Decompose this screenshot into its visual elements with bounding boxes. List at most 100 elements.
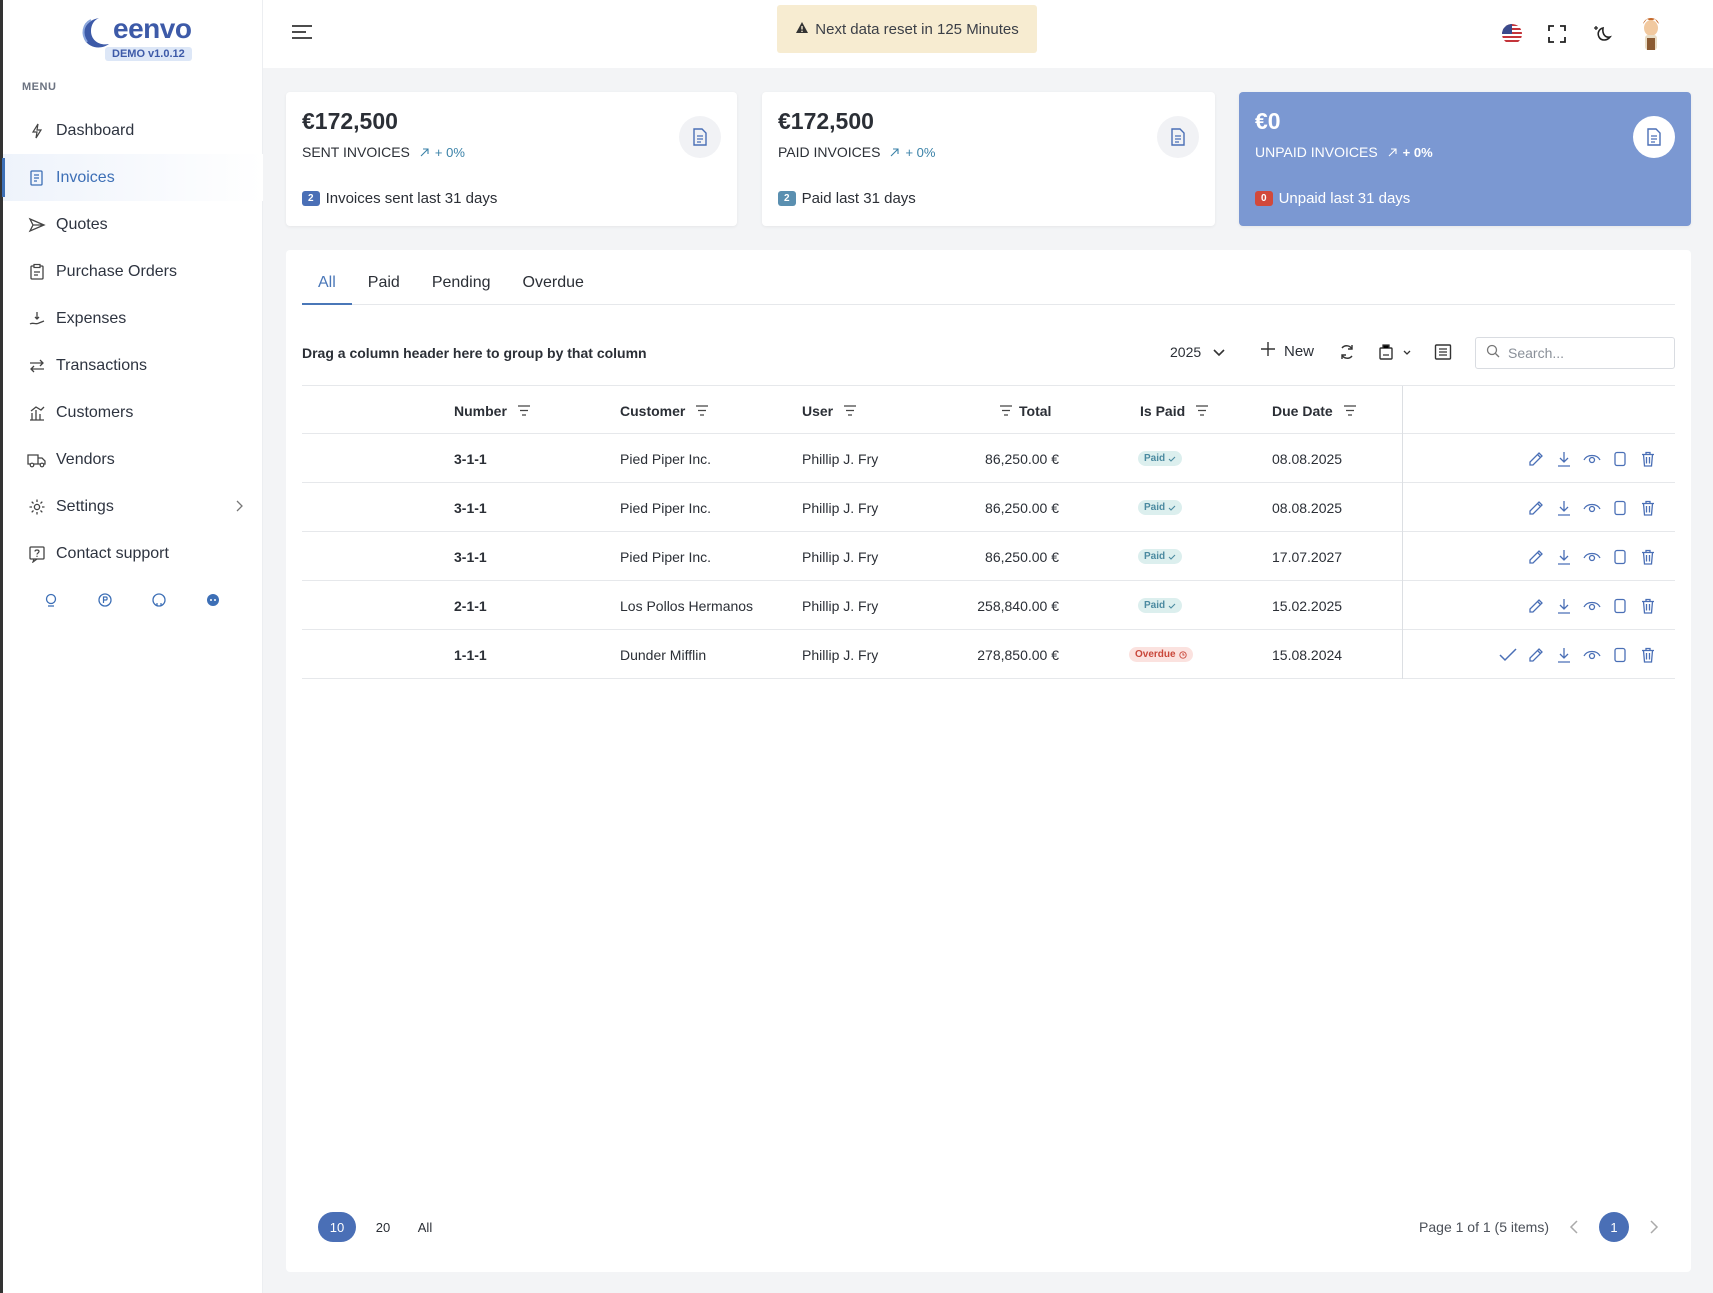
view-icon[interactable]: [1583, 450, 1601, 468]
download-icon[interactable]: [1555, 450, 1573, 468]
cell-is-paid: Paid: [1138, 483, 1183, 532]
sidebar-item-invoices[interactable]: Invoices: [2, 154, 263, 201]
page-size-10[interactable]: 10: [318, 1212, 356, 1242]
column-header-number[interactable]: Number: [454, 386, 531, 435]
filter-icon[interactable]: [695, 405, 709, 416]
search-box[interactable]: [1475, 337, 1675, 369]
sidebar-item-dashboard[interactable]: Dashboard: [3, 107, 263, 154]
column-header-customer[interactable]: Customer: [620, 386, 709, 435]
filter-icon[interactable]: [1195, 405, 1209, 416]
sidebar-item-customers[interactable]: Customers: [3, 389, 263, 436]
table-row[interactable]: 3-1-1 Pied Piper Inc. Phillip J. Fry 86,…: [302, 532, 1675, 581]
clipboard-icon: [26, 261, 48, 283]
copy-icon[interactable]: [1611, 450, 1629, 468]
download-icon[interactable]: [1555, 499, 1573, 517]
export-icon[interactable]: [1378, 343, 1416, 361]
edit-icon[interactable]: [1527, 450, 1545, 468]
stat-card-unpaid: €0 UNPAID INVOICES + 0% 0 Unpaid last 31…: [1239, 92, 1691, 226]
sidebar-item-transactions[interactable]: Transactions: [3, 342, 263, 389]
edit-icon[interactable]: [1527, 646, 1545, 664]
filter-icon[interactable]: [1343, 405, 1357, 416]
download-icon[interactable]: [1555, 646, 1573, 664]
filter-icon[interactable]: [517, 405, 531, 416]
delete-icon[interactable]: [1639, 597, 1657, 615]
stat-count-badge: 0: [1255, 191, 1273, 206]
copy-icon[interactable]: [1611, 646, 1629, 664]
delete-icon[interactable]: [1639, 548, 1657, 566]
topbar-actions: [1501, 16, 1663, 52]
logo[interactable]: eenvo DEMO v1.0.12: [77, 14, 192, 62]
column-header-label: Customer: [620, 402, 686, 419]
copy-icon[interactable]: [1611, 597, 1629, 615]
view-icon[interactable]: [1583, 499, 1601, 517]
cell-user: Phillip J. Fry: [802, 646, 879, 663]
cell-user: Phillip J. Fry: [802, 499, 879, 516]
edit-icon[interactable]: [1527, 548, 1545, 566]
reddit-icon[interactable]: [205, 592, 221, 608]
edit-icon[interactable]: [1527, 597, 1545, 615]
sidebar-item-purchase-orders[interactable]: Purchase Orders: [3, 248, 263, 295]
column-header-total[interactable]: Total: [999, 386, 1051, 435]
column-header-user[interactable]: User: [802, 386, 857, 435]
tab-pending[interactable]: Pending: [431, 274, 491, 291]
dark-mode-icon[interactable]: [1591, 23, 1613, 45]
search-input[interactable]: [1508, 345, 1668, 361]
page-info: Page 1 of 1 (5 items): [1419, 1219, 1549, 1235]
column-header-is-paid[interactable]: Is Paid: [1140, 386, 1209, 435]
sidebar-item-expenses[interactable]: Expenses: [3, 295, 263, 342]
reset-banner-text: Next data reset in 125 Minutes: [815, 20, 1019, 38]
tab-paid[interactable]: Paid: [367, 274, 400, 291]
stat-trend-value: + 0%: [905, 144, 936, 160]
copy-icon[interactable]: [1611, 499, 1629, 517]
dashboard-icon: [26, 120, 48, 142]
tab-overdue[interactable]: Overdue: [522, 274, 584, 291]
tab-all[interactable]: All: [302, 266, 352, 305]
stat-footer: Invoices sent last 31 days: [325, 190, 498, 207]
table-row[interactable]: 3-1-1 Pied Piper Inc. Phillip J. Fry 86,…: [302, 434, 1675, 483]
next-page-icon[interactable]: [1649, 1219, 1659, 1235]
view-icon[interactable]: [1583, 597, 1601, 615]
view-icon[interactable]: [1583, 646, 1601, 664]
delete-icon[interactable]: [1639, 450, 1657, 468]
column-chooser-icon[interactable]: [1434, 343, 1452, 361]
cell-due-date: 15.08.2024: [1272, 646, 1343, 663]
product-hunt-icon[interactable]: [97, 592, 113, 608]
prev-page-icon[interactable]: [1569, 1219, 1579, 1235]
us-flag-icon[interactable]: [1501, 23, 1523, 45]
stat-amount: €0: [1255, 108, 1281, 134]
sidebar-item-contact-support[interactable]: Contact support: [3, 530, 263, 577]
avatar[interactable]: [1637, 16, 1663, 52]
filter-icon[interactable]: [999, 405, 1013, 416]
column-header-due-date[interactable]: Due Date: [1272, 386, 1357, 435]
delete-icon[interactable]: [1639, 499, 1657, 517]
group-panel-hint[interactable]: Drag a column header here to group by th…: [302, 345, 647, 361]
sidebar-item-quotes[interactable]: Quotes: [3, 201, 263, 248]
fullscreen-icon[interactable]: [1547, 24, 1567, 44]
download-icon[interactable]: [1555, 597, 1573, 615]
filter-icon[interactable]: [843, 405, 857, 416]
status-badge: Overdue: [1129, 647, 1193, 662]
new-invoice-button[interactable]: New: [1260, 341, 1314, 361]
globe-icon[interactable]: [43, 592, 59, 608]
menu-toggle-icon[interactable]: [291, 24, 313, 45]
page-number-current[interactable]: 1: [1599, 1212, 1629, 1242]
copy-icon[interactable]: [1611, 548, 1629, 566]
cell-due-date: 08.08.2025: [1272, 450, 1343, 467]
page-size-20[interactable]: 20: [375, 1219, 391, 1235]
year-select[interactable]: 2025: [1170, 344, 1225, 360]
table-row[interactable]: 3-1-1 Pied Piper Inc. Phillip J. Fry 86,…: [302, 483, 1675, 532]
mark-paid-check-icon[interactable]: [1499, 646, 1517, 664]
sidebar-item-vendors[interactable]: Vendors: [3, 436, 263, 483]
table-row[interactable]: 1-1-1 Dunder Mifflin Phillip J. Fry 278,…: [302, 630, 1675, 679]
download-icon[interactable]: [1555, 548, 1573, 566]
sidebar-item-settings[interactable]: Settings: [3, 483, 263, 530]
status-badge-label: Paid: [1144, 502, 1166, 513]
edit-icon[interactable]: [1527, 499, 1545, 517]
page-size-all[interactable]: All: [417, 1219, 433, 1235]
github-icon[interactable]: [151, 592, 167, 608]
row-actions: [1499, 630, 1657, 679]
delete-icon[interactable]: [1639, 646, 1657, 664]
refresh-icon[interactable]: [1338, 343, 1356, 361]
view-icon[interactable]: [1583, 548, 1601, 566]
table-row[interactable]: 2-1-1 Los Pollos Hermanos Phillip J. Fry…: [302, 581, 1675, 630]
